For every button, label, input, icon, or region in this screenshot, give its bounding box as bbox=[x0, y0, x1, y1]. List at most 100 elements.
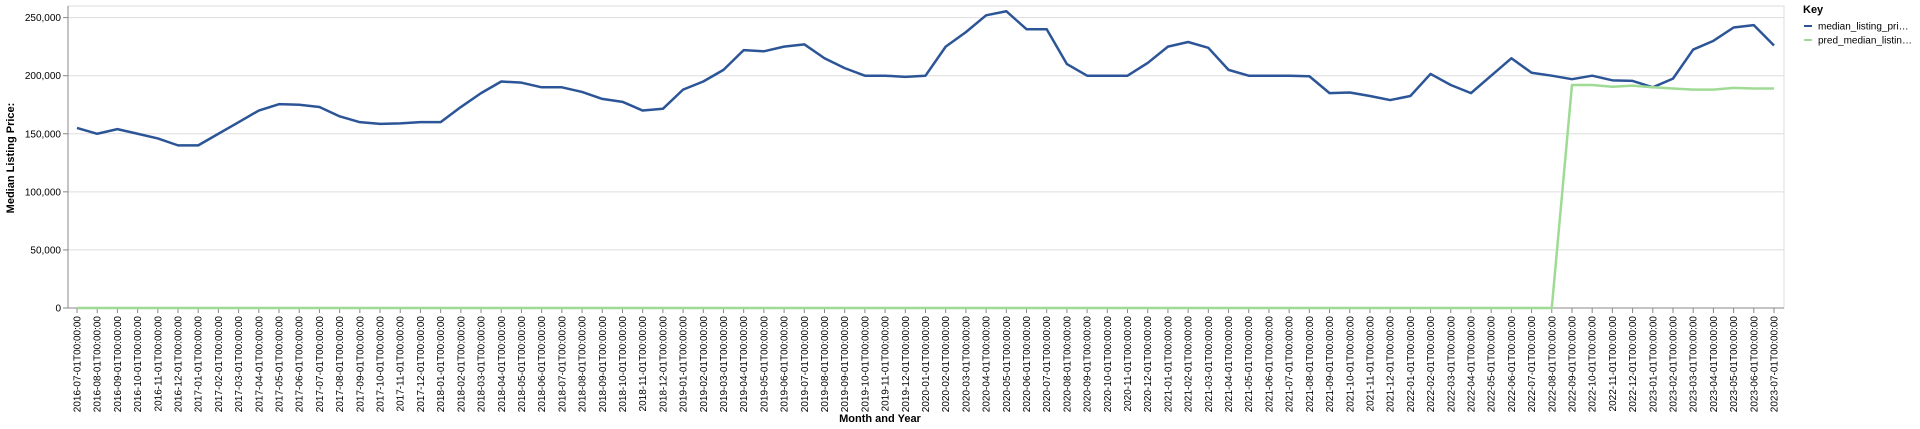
x-tick-label: 2016-08-01T00:00:00 bbox=[93, 316, 104, 413]
x-tick-label: 2018-11-01T00:00:00 bbox=[638, 316, 649, 412]
x-tick-label: 2022-12-01T00:00:00 bbox=[1628, 316, 1639, 413]
x-tick-label: 2020-11-01T00:00:00 bbox=[1123, 316, 1134, 412]
x-tick-label: 2021-07-01T00:00:00 bbox=[1285, 316, 1296, 413]
y-tick-label: 200,000 bbox=[25, 71, 62, 82]
y-axis-title: Median Listing Price: bbox=[5, 103, 17, 214]
x-tick-label: 2016-09-01T00:00:00 bbox=[113, 316, 124, 413]
x-tick-label: 2023-05-01T00:00:00 bbox=[1729, 316, 1740, 413]
x-tick-label: 2018-04-01T00:00:00 bbox=[497, 316, 508, 413]
x-tick-label: 2023-04-01T00:00:00 bbox=[1709, 316, 1720, 413]
x-tick-label: 2019-08-01T00:00:00 bbox=[820, 316, 831, 413]
x-tick-label: 2023-02-01T00:00:00 bbox=[1668, 316, 1679, 413]
x-tick-label: 2021-03-01T00:00:00 bbox=[1204, 316, 1215, 413]
x-tick-label: 2020-05-01T00:00:00 bbox=[1002, 316, 1013, 413]
x-tick-label: 2021-12-01T00:00:00 bbox=[1386, 316, 1397, 413]
x-tick-label: 2016-10-01T00:00:00 bbox=[133, 316, 144, 413]
x-tick-label: 2022-01-01T00:00:00 bbox=[1406, 316, 1417, 413]
x-tick-label: 2020-08-01T00:00:00 bbox=[1062, 316, 1073, 413]
x-tick-label: 2022-02-01T00:00:00 bbox=[1426, 316, 1437, 413]
x-tick-label: 2018-06-01T00:00:00 bbox=[537, 316, 548, 413]
x-tick-label: 2020-04-01T00:00:00 bbox=[982, 316, 993, 413]
x-tick-label: 2023-07-01T00:00:00 bbox=[1770, 316, 1781, 413]
x-tick-label: 2020-02-01T00:00:00 bbox=[941, 316, 952, 413]
x-tick-label: 2017-11-01T00:00:00 bbox=[396, 316, 407, 412]
x-tick-label: 2020-01-01T00:00:00 bbox=[921, 316, 932, 413]
x-tick-label: 2017-02-01T00:00:00 bbox=[214, 316, 225, 413]
x-tick-label: 2019-01-01T00:00:00 bbox=[679, 316, 690, 413]
y-tick-label: 50,000 bbox=[30, 245, 61, 256]
series-line bbox=[76, 9, 1775, 147]
x-tick-label: 2016-07-01T00:00:00 bbox=[73, 316, 84, 413]
x-tick-label: 2019-11-01T00:00:00 bbox=[881, 316, 892, 412]
x-tick-label: 2017-10-01T00:00:00 bbox=[376, 316, 387, 413]
x-tick-label: 2023-03-01T00:00:00 bbox=[1689, 316, 1700, 413]
x-tick-label: 2017-06-01T00:00:00 bbox=[295, 316, 306, 413]
legend-label: pred_median_listin… bbox=[1818, 36, 1912, 47]
x-tick-label: 2017-07-01T00:00:00 bbox=[315, 316, 326, 413]
x-tick-label: 2016-12-01T00:00:00 bbox=[174, 316, 185, 413]
x-tick-label: 2019-07-01T00:00:00 bbox=[800, 316, 811, 413]
x-tick-label: 2016-11-01T00:00:00 bbox=[153, 316, 164, 412]
x-tick-label: 2018-01-01T00:00:00 bbox=[436, 316, 447, 413]
x-tick-label: 2022-07-01T00:00:00 bbox=[1527, 316, 1538, 413]
x-tick-label: 2018-12-01T00:00:00 bbox=[658, 316, 669, 413]
plot-frame bbox=[67, 5, 1785, 309]
x-tick-label: 2019-10-01T00:00:00 bbox=[860, 316, 871, 413]
x-tick-label: 2017-01-01T00:00:00 bbox=[194, 316, 205, 413]
x-tick-label: 2019-05-01T00:00:00 bbox=[759, 316, 770, 413]
x-tick-label: 2020-03-01T00:00:00 bbox=[961, 316, 972, 413]
x-tick-label: 2020-12-01T00:00:00 bbox=[1143, 316, 1154, 413]
x-tick-label: 2018-08-01T00:00:00 bbox=[578, 316, 589, 413]
x-tick-label: 2017-04-01T00:00:00 bbox=[254, 316, 265, 413]
y-tick-label: 0 bbox=[55, 304, 61, 315]
x-tick-label: 2017-03-01T00:00:00 bbox=[234, 316, 245, 413]
x-tick-label: 2021-01-01T00:00:00 bbox=[1163, 316, 1174, 413]
y-tick-label: 150,000 bbox=[25, 129, 62, 140]
x-tick-label: 2018-07-01T00:00:00 bbox=[557, 316, 568, 413]
x-tick-label: 2021-04-01T00:00:00 bbox=[1224, 316, 1235, 413]
x-tick-label: 2022-11-01T00:00:00 bbox=[1608, 316, 1619, 412]
x-tick-label: 2022-05-01T00:00:00 bbox=[1487, 316, 1498, 413]
x-tick-label: 2018-03-01T00:00:00 bbox=[477, 316, 488, 413]
x-tick-label: 2022-04-01T00:00:00 bbox=[1466, 316, 1477, 413]
x-tick-label: 2019-06-01T00:00:00 bbox=[780, 316, 791, 413]
x-tick-label: 2022-06-01T00:00:00 bbox=[1507, 316, 1518, 413]
series-line bbox=[77, 83, 1774, 310]
x-tick-label: 2019-03-01T00:00:00 bbox=[719, 316, 730, 413]
x-tick-label: 2019-12-01T00:00:00 bbox=[901, 316, 912, 413]
y-tick-label: 100,000 bbox=[25, 187, 62, 198]
x-tick-label: 2022-03-01T00:00:00 bbox=[1446, 316, 1457, 413]
x-tick-label: 2018-05-01T00:00:00 bbox=[517, 316, 528, 413]
legend-title: Key bbox=[1803, 4, 1824, 16]
x-tick-label: 2017-05-01T00:00:00 bbox=[275, 316, 286, 413]
x-axis-title: Month and Year bbox=[839, 413, 921, 425]
x-tick-label: 2022-09-01T00:00:00 bbox=[1567, 316, 1578, 413]
x-tick-label: 2022-08-01T00:00:00 bbox=[1547, 316, 1558, 413]
x-tick-label: 2017-08-01T00:00:00 bbox=[335, 316, 346, 413]
x-tick-label: 2021-08-01T00:00:00 bbox=[1305, 316, 1316, 413]
x-tick-label: 2021-06-01T00:00:00 bbox=[1264, 316, 1275, 413]
x-tick-label: 2020-09-01T00:00:00 bbox=[1083, 316, 1094, 413]
x-tick-label: 2019-02-01T00:00:00 bbox=[699, 316, 710, 413]
x-tick-label: 2023-06-01T00:00:00 bbox=[1749, 316, 1760, 413]
x-tick-label: 2018-02-01T00:00:00 bbox=[456, 316, 467, 413]
x-tick-label: 2021-09-01T00:00:00 bbox=[1325, 316, 1336, 413]
x-tick-label: 2020-06-01T00:00:00 bbox=[1022, 316, 1033, 413]
x-tick-label: 2018-09-01T00:00:00 bbox=[598, 316, 609, 413]
x-tick-label: 2019-04-01T00:00:00 bbox=[739, 316, 750, 413]
x-tick-label: 2017-09-01T00:00:00 bbox=[355, 316, 366, 413]
x-tick-label: 2018-10-01T00:00:00 bbox=[618, 316, 629, 413]
x-tick-label: 2021-11-01T00:00:00 bbox=[1365, 316, 1376, 412]
x-tick-label: 2019-09-01T00:00:00 bbox=[840, 316, 851, 413]
x-tick-label: 2020-10-01T00:00:00 bbox=[1103, 316, 1114, 413]
x-tick-label: 2021-05-01T00:00:00 bbox=[1244, 316, 1255, 413]
y-tick-label: 250,000 bbox=[25, 13, 62, 24]
legend-label: median_listing_pri… bbox=[1818, 22, 1909, 33]
x-tick-label: 2021-10-01T00:00:00 bbox=[1345, 316, 1356, 413]
x-tick-label: 2021-02-01T00:00:00 bbox=[1184, 316, 1195, 413]
x-tick-label: 2020-07-01T00:00:00 bbox=[1042, 316, 1053, 413]
x-tick-label: 2017-12-01T00:00:00 bbox=[416, 316, 427, 413]
x-tick-label: 2023-01-01T00:00:00 bbox=[1648, 316, 1659, 413]
x-tick-label: 2022-10-01T00:00:00 bbox=[1588, 316, 1599, 413]
